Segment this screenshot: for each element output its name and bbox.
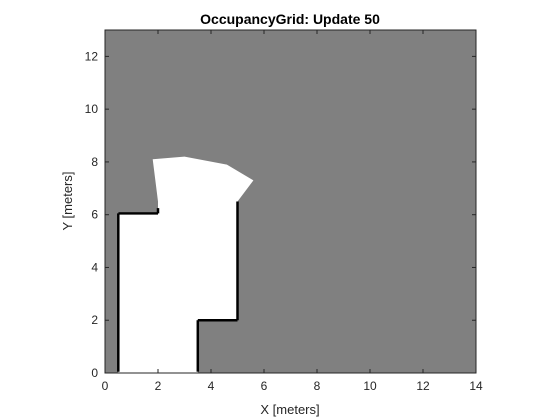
x-tick-label: 14 bbox=[469, 379, 483, 393]
y-axis: 0 2 4 6 8 10 12 bbox=[85, 49, 476, 380]
free-space-region bbox=[118, 156, 254, 373]
x-tick-label: 4 bbox=[208, 379, 215, 393]
x-tick-label: 8 bbox=[314, 379, 321, 393]
x-axis-label: X [meters] bbox=[260, 402, 319, 417]
y-tick-label: 8 bbox=[91, 155, 98, 169]
y-axis-label: Y [meters] bbox=[60, 171, 75, 230]
y-tick-label: 4 bbox=[91, 260, 98, 274]
x-axis: 0 2 4 6 8 10 12 14 bbox=[102, 30, 483, 393]
x-tick-label: 0 bbox=[102, 379, 109, 393]
y-tick-label: 0 bbox=[91, 366, 98, 380]
y-tick-label: 2 bbox=[91, 313, 98, 327]
chart-title: OccupancyGrid: Update 50 bbox=[200, 11, 380, 27]
x-tick-label: 12 bbox=[416, 379, 430, 393]
y-tick-label: 6 bbox=[91, 208, 98, 222]
y-tick-label: 12 bbox=[85, 49, 99, 63]
map-layer bbox=[117, 156, 254, 373]
x-tick-label: 10 bbox=[363, 379, 377, 393]
x-tick-label: 2 bbox=[155, 379, 162, 393]
x-tick-label: 6 bbox=[261, 379, 268, 393]
y-tick-label: 10 bbox=[85, 102, 99, 116]
plot-frame bbox=[104, 29, 477, 374]
